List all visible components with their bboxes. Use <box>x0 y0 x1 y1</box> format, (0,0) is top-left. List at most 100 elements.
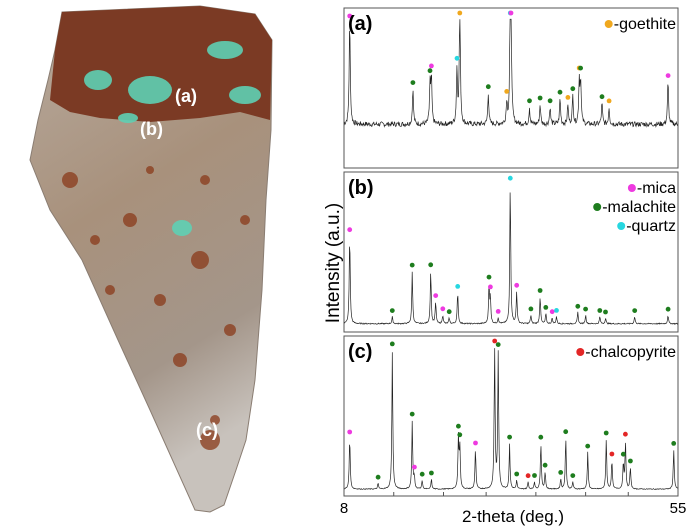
peak-marker-malachite <box>599 94 605 100</box>
peak-marker-malachite <box>583 306 588 312</box>
panel-frame <box>343 335 679 497</box>
peak-marker-malachite <box>485 84 491 90</box>
xrd-pattern-line <box>343 348 678 490</box>
peak-marker-malachite <box>389 341 395 347</box>
peak-marker-malachite <box>428 262 434 268</box>
legend-dot-mica <box>627 184 636 192</box>
peak-marker-chalcopyrite <box>609 451 615 457</box>
peak-marker-malachite <box>563 429 569 435</box>
peak-marker-quartz <box>554 308 559 313</box>
legend-malachite: -malachite <box>602 199 676 216</box>
panels-layer: (a) -goethite (b) -mica -malachite -quartz (c)… <box>343 7 679 497</box>
peak-marker-malachite <box>557 89 563 95</box>
peak-marker-mica <box>508 10 514 16</box>
peak-marker-malachite <box>578 65 583 71</box>
x-axis: 8 55 <box>340 492 686 517</box>
peak-marker-mica <box>412 464 417 470</box>
legend-dot-goethite <box>604 20 613 28</box>
panel-frame <box>343 171 679 333</box>
peak-marker-malachite <box>429 470 434 476</box>
peak-marker-malachite <box>375 474 381 480</box>
peak-marker-malachite <box>665 306 671 312</box>
legend-chalcopyrite: -chalcopyrite <box>585 344 676 361</box>
peak-marker-mica <box>347 227 353 233</box>
peak-marker-malachite <box>419 471 425 477</box>
peak-marker-chalcopyrite <box>623 431 628 437</box>
peak-marker-chalcopyrite <box>492 338 498 344</box>
peak-marker-malachite <box>507 434 512 440</box>
peak-marker-malachite <box>597 308 603 313</box>
xrd-panel-0: (a) -goethite <box>343 7 679 169</box>
peak-marker-malachite <box>603 309 608 315</box>
xrd-panel-2: (c) -chalcopyrite <box>343 335 679 497</box>
peak-marker-mica <box>347 13 353 19</box>
peak-marker-malachite <box>603 430 609 436</box>
peak-marker-malachite <box>486 274 492 280</box>
x-tick-label: 55 <box>670 500 686 517</box>
x-tick-label: 8 <box>340 500 348 517</box>
panel-frame <box>343 7 679 169</box>
peak-marker-malachite <box>542 462 548 468</box>
peak-marker-malachite <box>389 308 395 313</box>
peak-marker-mica <box>473 440 478 446</box>
xrd-chart: Intensity (a.u.) (a) -goethite (b) -mica -ma… <box>323 7 686 526</box>
peak-marker-malachite <box>537 288 543 293</box>
peak-marker-mica <box>347 429 353 435</box>
photo-label-c: (c) <box>196 420 218 440</box>
photo-label-a: (a) <box>175 86 197 106</box>
peak-marker-malachite <box>570 473 576 478</box>
photo-label-b: (b) <box>140 119 163 139</box>
y-axis-label: Intensity (a.u.) <box>323 203 344 323</box>
peak-marker-malachite <box>671 441 677 446</box>
legend-mica: -mica <box>637 180 676 197</box>
peak-marker-malachite <box>456 423 461 429</box>
peak-marker-malachite <box>628 458 633 464</box>
peak-marker-malachite <box>409 262 415 268</box>
x-axis-label: 2-theta (deg.) <box>462 507 564 526</box>
peak-marker-malachite <box>558 470 564 475</box>
peak-marker-malachite <box>446 309 452 315</box>
xrd-pattern-line <box>343 192 679 325</box>
rust-spots <box>62 166 250 450</box>
peak-marker-mica <box>429 63 434 69</box>
peak-marker-goethite <box>504 89 510 94</box>
legend-goethite: -goethite <box>614 16 676 33</box>
peak-marker-malachite <box>495 342 501 347</box>
peak-marker-malachite <box>570 86 576 92</box>
peak-marker-quartz <box>455 284 461 289</box>
peak-marker-malachite <box>585 443 591 449</box>
peak-marker-malachite <box>537 95 543 101</box>
xrd-pattern-line <box>343 18 679 128</box>
panel-tag: (b) <box>348 177 374 199</box>
peak-marker-mica <box>495 309 501 314</box>
rock-sample <box>29 5 273 513</box>
peak-marker-malachite <box>632 308 638 313</box>
sample-photo: (a) (b) (c) <box>29 5 273 513</box>
peak-marker-mica <box>665 73 671 78</box>
peak-marker-quartz <box>507 175 513 181</box>
peak-marker-malachite <box>514 471 520 477</box>
peak-marker-malachite <box>409 411 415 417</box>
legend-dot-quartz <box>617 222 626 230</box>
peak-marker-mica <box>440 306 446 312</box>
panel-tag: (c) <box>348 341 372 363</box>
peak-marker-goethite <box>565 95 571 100</box>
peak-marker-malachite <box>543 305 549 310</box>
malachite-patches <box>84 41 261 236</box>
peak-marker-malachite <box>457 432 463 438</box>
peak-marker-malachite <box>538 434 544 440</box>
legend-dot-malachite <box>593 203 602 211</box>
peak-marker-chalcopyrite <box>525 473 531 479</box>
peak-marker-quartz <box>454 55 460 61</box>
peak-marker-mica <box>488 284 493 290</box>
panel-tag: (a) <box>348 13 372 35</box>
peak-marker-malachite <box>620 451 626 457</box>
peak-marker-malachite <box>527 98 532 104</box>
peak-marker-malachite <box>410 80 416 85</box>
peak-marker-goethite <box>606 98 612 104</box>
peak-marker-goethite <box>457 10 463 16</box>
xrd-panel-1: (b) -mica -malachite -quartz <box>343 171 679 333</box>
peak-marker-malachite <box>575 303 581 309</box>
peak-marker-mica <box>514 282 520 288</box>
legend-dot-chalcopyrite <box>576 348 585 356</box>
